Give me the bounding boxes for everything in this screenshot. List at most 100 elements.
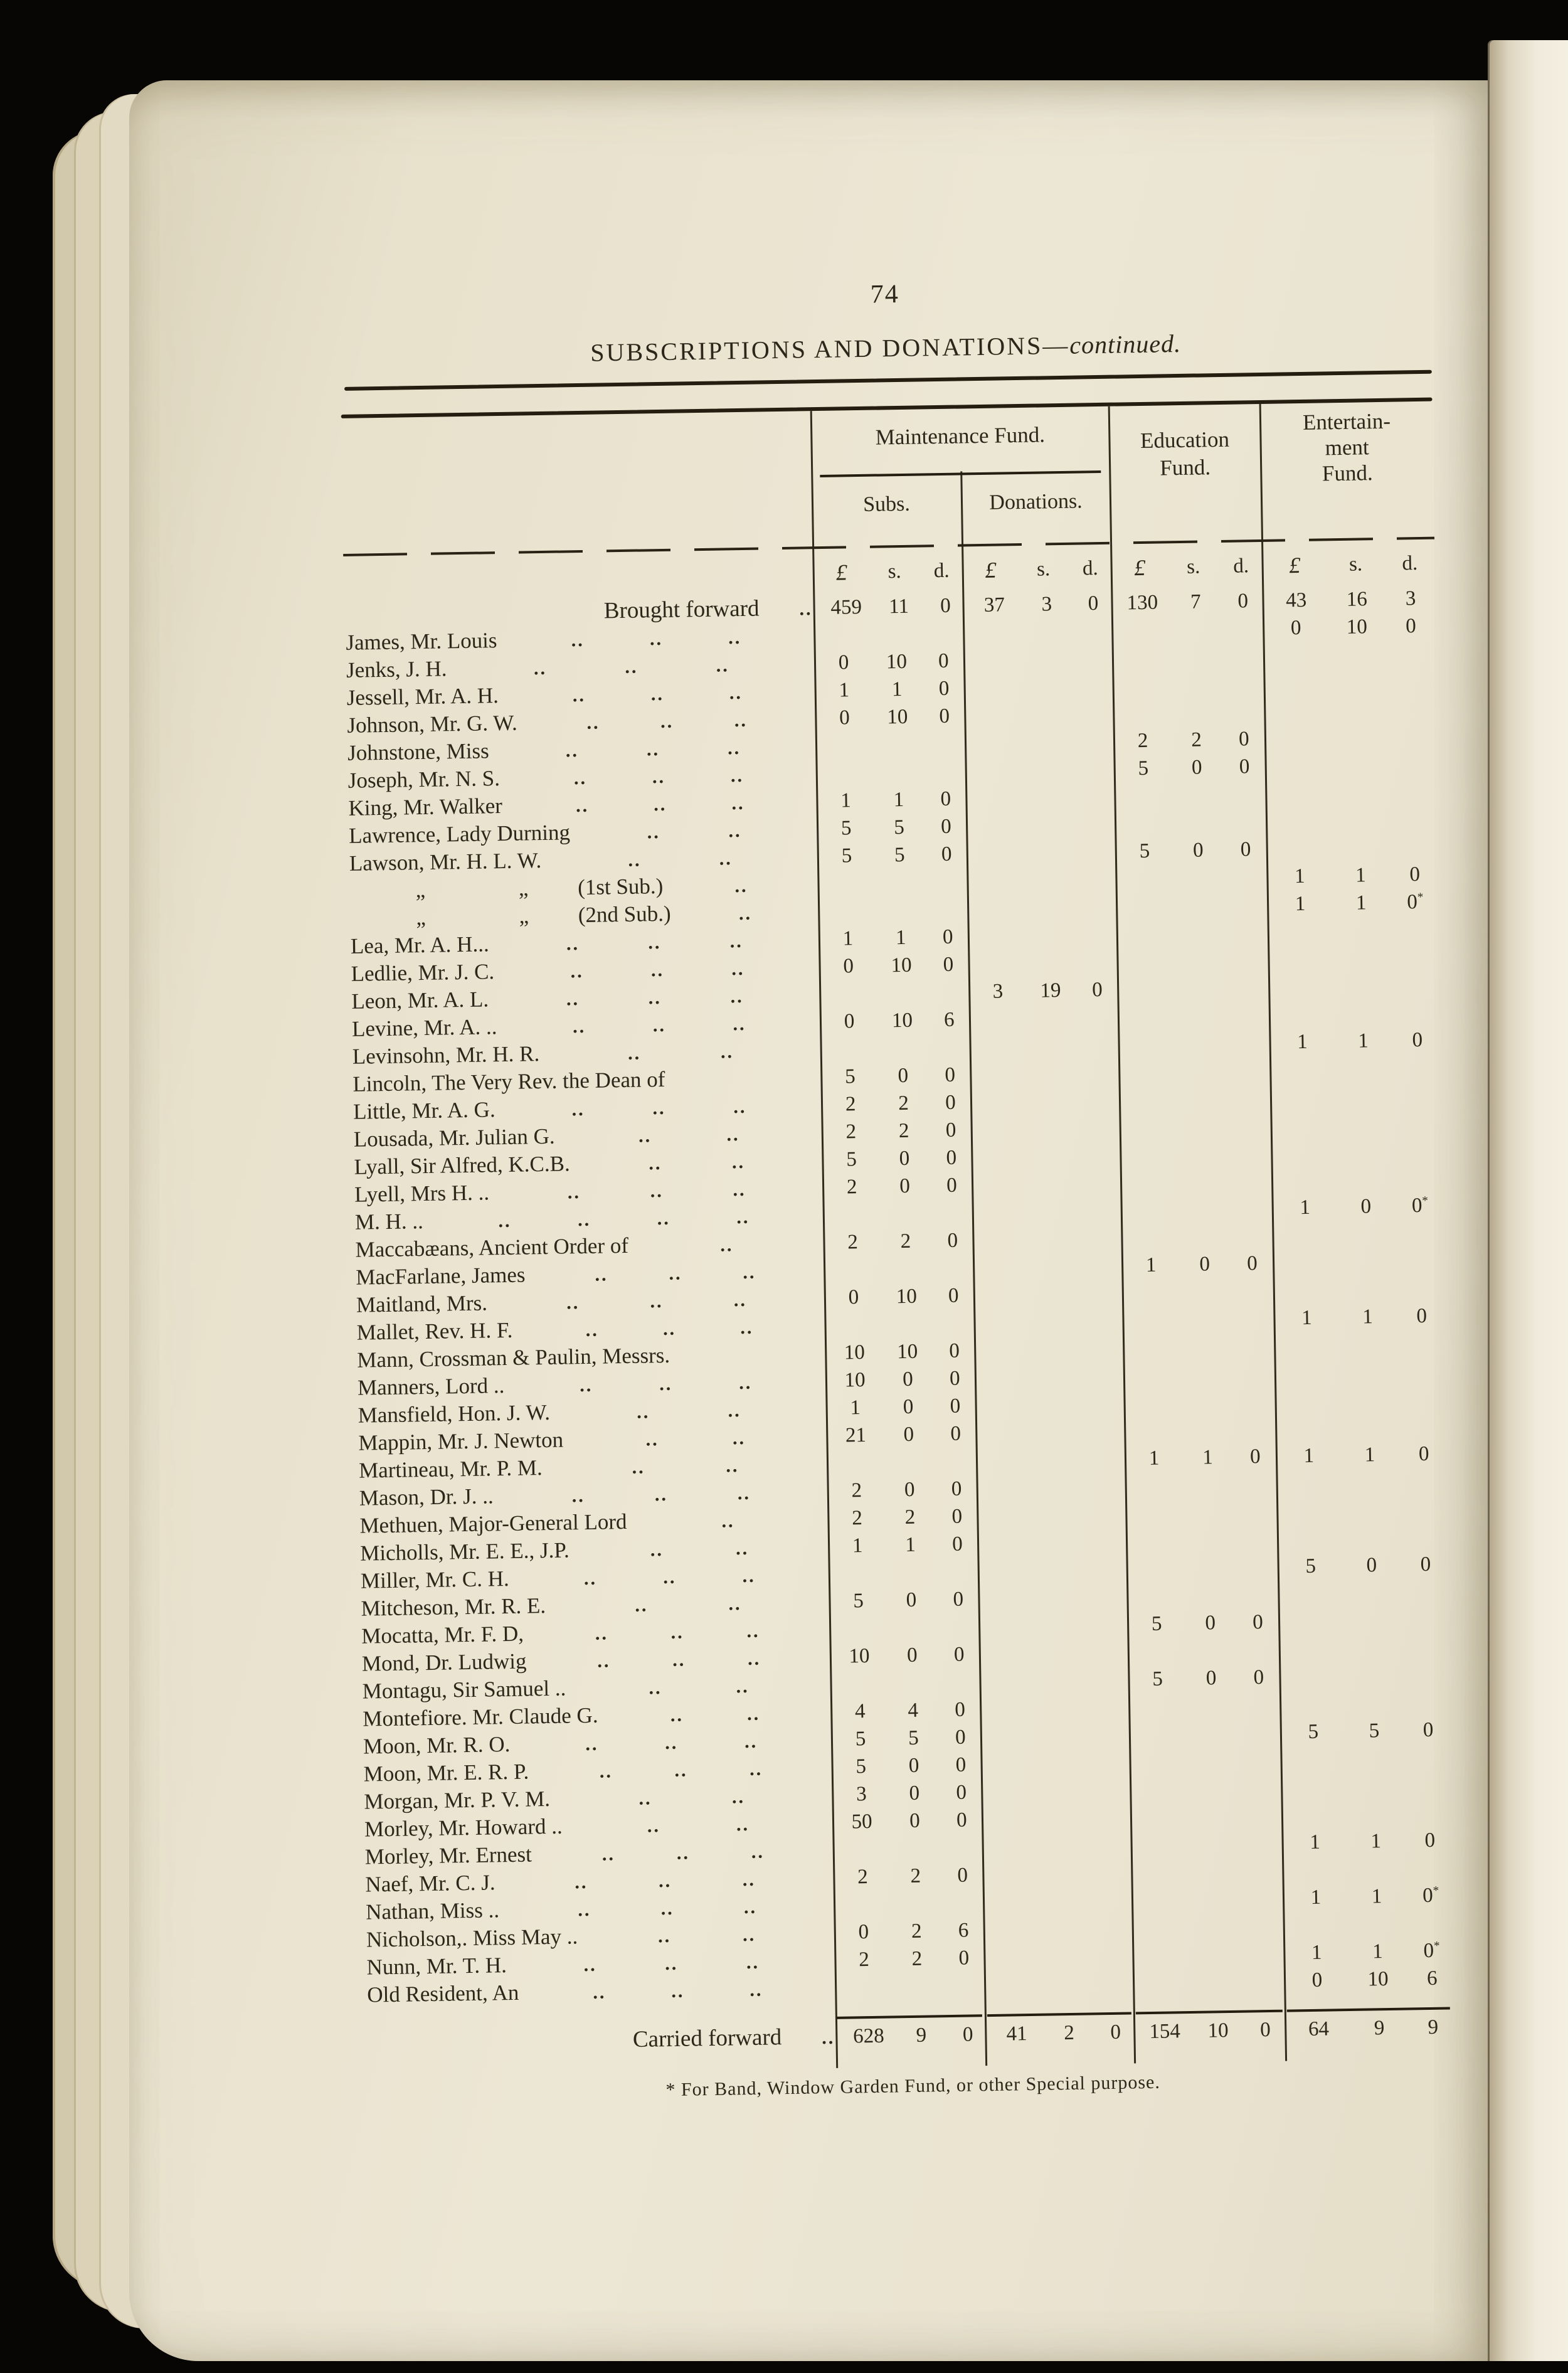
amount-shilling: [1342, 1524, 1401, 1552]
donations-amount: 41 2 0: [989, 2018, 1137, 2048]
amount-shilling: [1038, 1805, 1089, 1833]
donations-amount: [977, 1418, 1126, 1448]
amount-pence: [1399, 1412, 1449, 1440]
amount-pound: [815, 621, 871, 649]
amount-pence: [1073, 810, 1116, 839]
entertainment-amount: 1 1 0*: [1268, 888, 1440, 918]
amount-shilling: 3: [1041, 593, 1052, 616]
amount-pence: [1226, 974, 1269, 1002]
amount-shilling: [880, 1199, 931, 1228]
amount-pound: [1119, 1002, 1175, 1031]
amount-pound: [819, 869, 875, 898]
amount-pound: [1129, 1637, 1185, 1665]
donations-amount: [972, 1059, 1120, 1089]
subs-amount: 459 11 0: [818, 592, 967, 622]
amount-pence: 0: [956, 1781, 967, 1804]
amount-pence: 0: [940, 594, 951, 617]
amount-pound: [983, 1778, 1038, 1806]
education-amount: 5 0 0: [1116, 836, 1268, 866]
amount-shilling: [1024, 894, 1074, 922]
special-purpose-asterisk: *: [1417, 890, 1424, 905]
amount-shilling: [1183, 1526, 1235, 1554]
leader-dots: ..: [731, 792, 745, 814]
amount-pound: [1118, 975, 1175, 1003]
amount-shilling: [1177, 1112, 1229, 1140]
amount-shilling: [1173, 919, 1226, 947]
amount-shilling: 0: [903, 1395, 914, 1419]
amount-shilling: 9: [916, 2024, 927, 2047]
amount-pence: [1082, 1362, 1125, 1391]
amount-pence: [927, 978, 971, 1006]
donations-amount: [983, 1831, 1132, 1861]
subs-amount: 5 5 0: [833, 1723, 982, 1753]
amount-pound: 3: [856, 1783, 867, 1806]
amount-pound: [1265, 696, 1329, 725]
donations-amount: [985, 1914, 1133, 1944]
amount-pound: 2: [851, 1479, 862, 1502]
amount-shilling: [892, 1972, 943, 2000]
pound-label: £: [835, 560, 848, 585]
subs-amount: 1 1 0: [830, 1530, 979, 1560]
amount-pound: [1133, 1886, 1189, 1914]
row-name: Lyall, Sir Alfred, K.C.B.: [354, 1151, 570, 1179]
leader-dots-track: [670, 1360, 827, 1362]
amount-pence: [1221, 698, 1265, 726]
donations-amount: [970, 948, 1118, 979]
amount-pence: [1238, 1774, 1282, 1802]
donations-amount: [971, 1031, 1120, 1061]
amount-shilling: 5: [894, 815, 905, 839]
leader-dots: ..: [744, 1731, 758, 1753]
subs-amount: [835, 1834, 984, 1864]
amount-pence: 0: [938, 677, 950, 701]
row-name: Lawrence, Lady Durning: [348, 820, 571, 848]
education-amount: [1117, 863, 1268, 893]
subs-amount: 0 10 0: [826, 1282, 975, 1312]
amount-pound: [1280, 1662, 1344, 1691]
page-number: 74: [870, 279, 900, 309]
amount-pound: [837, 1973, 893, 2001]
leader-dots: ..: [736, 1206, 750, 1228]
amount-pound: [972, 1060, 1027, 1088]
leader-dots: ..: [735, 1537, 750, 1559]
education-amount: [1125, 1360, 1276, 1390]
amount-shilling: [872, 730, 923, 758]
leader-dots: ..: [572, 1016, 586, 1038]
amount-pence: 0: [1088, 592, 1099, 615]
leader-dots: ..: [628, 849, 642, 871]
subs-amount: 10 10 0: [827, 1337, 976, 1367]
row-name: Morley, Mr. Howard ..: [364, 1813, 563, 1842]
amount-shilling: [1178, 1195, 1230, 1223]
amount-pence: [1392, 999, 1442, 1027]
amount-shilling: 0: [1191, 756, 1202, 779]
amount-pound: [1124, 1306, 1180, 1334]
donations-amount: [983, 1776, 1131, 1806]
amount-shilling: [1176, 1085, 1228, 1113]
donations-amount: [978, 1445, 1126, 1475]
amount-shilling: [1033, 1473, 1084, 1502]
amount-shilling: [1022, 756, 1073, 784]
amount-pound: [1126, 1472, 1183, 1500]
amount-pound: [983, 1833, 1039, 1861]
donations-amount: [973, 1142, 1121, 1172]
amount-pence: [943, 1972, 987, 2000]
table-row: Carried forward .. 628 9 0 41 2 0 154 10…: [366, 2013, 1458, 2057]
amount-pound: [1265, 669, 1329, 698]
amount-shilling: 4: [908, 1699, 919, 1723]
subs-amount: [821, 978, 970, 1008]
amount-pound: [1134, 1968, 1190, 1997]
amount-pence: [1227, 1029, 1271, 1057]
leader-dots: ..: [746, 1703, 761, 1725]
amount-shilling: [1025, 949, 1076, 977]
amount-pound: [1125, 1389, 1182, 1417]
amount-shilling: 2: [911, 1919, 922, 1943]
donations-amount: [968, 838, 1116, 868]
entertainment-amount: [1269, 971, 1441, 1001]
entertainment-amount: [1273, 1219, 1445, 1249]
amount-shilling: 5: [1369, 1719, 1380, 1743]
amount-pence: 0: [949, 1339, 960, 1362]
subs-amount: 5 0 0: [833, 1751, 982, 1781]
amount-shilling: [1182, 1416, 1234, 1444]
amount-shilling: 0: [1205, 1611, 1216, 1635]
donations-amount: [982, 1693, 1130, 1723]
